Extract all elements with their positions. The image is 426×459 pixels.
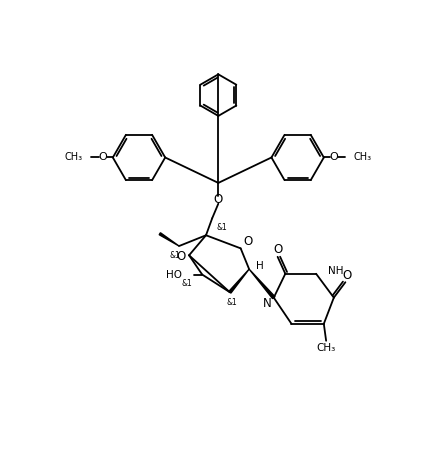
Text: CH₃: CH₃ [317, 343, 336, 353]
Text: H: H [256, 261, 264, 271]
Text: HO: HO [166, 269, 182, 280]
Polygon shape [249, 269, 275, 299]
Text: &1: &1 [181, 279, 192, 288]
Text: CH₃: CH₃ [354, 152, 372, 162]
Text: O: O [214, 193, 223, 207]
Text: O: O [342, 269, 351, 282]
Text: O: O [243, 235, 252, 248]
Polygon shape [159, 233, 179, 246]
Text: O: O [98, 152, 107, 162]
Text: CH₃: CH₃ [65, 152, 83, 162]
Text: &1: &1 [170, 251, 181, 260]
Text: O: O [176, 250, 185, 263]
Text: O: O [329, 152, 338, 162]
Text: NH: NH [328, 267, 344, 276]
Text: N: N [262, 297, 271, 310]
Polygon shape [229, 269, 249, 293]
Text: &1: &1 [217, 223, 227, 232]
Text: &1: &1 [226, 298, 237, 307]
Text: O: O [273, 243, 282, 257]
